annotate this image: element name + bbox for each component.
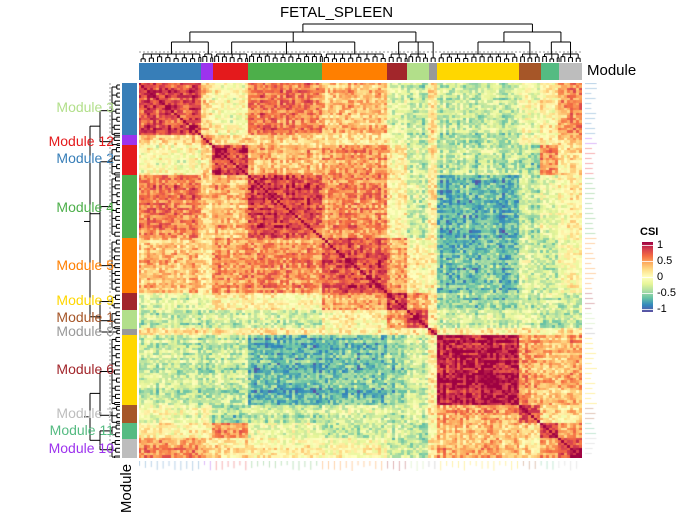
row-annotation-module-12 (122, 135, 137, 146)
row-gene-labels (585, 83, 597, 458)
legend-tick-0.5: 0.5 (657, 255, 673, 267)
legend-tick-neg1: -1 (657, 303, 667, 315)
row-annotation-title: Module (118, 463, 136, 514)
column-annotation-module-9 (387, 63, 408, 80)
row-annotation-module-9 (122, 293, 137, 310)
module-label: Module 7 (56, 405, 114, 421)
row-annotation-module-3 (122, 83, 137, 136)
column-annotation-module-11 (540, 63, 560, 80)
column-annotation-module-7 (518, 63, 541, 80)
module-label: Module 1 (56, 309, 114, 325)
module-label: Module 10 (48, 440, 114, 456)
legend-tick-0: 0 (657, 271, 664, 283)
csi-legend: CSI 1 0.5 0 -0.5 -1 (640, 226, 676, 315)
module-label: Module 12 (48, 133, 114, 149)
row-annotation-module-1 (122, 309, 137, 329)
row-annotation-module-5 (122, 238, 137, 294)
column-annotation-module-10 (559, 63, 582, 80)
legend-tick-1: 1 (657, 239, 664, 251)
module-label: Module 5 (56, 257, 114, 273)
module-label: Module 2 (56, 150, 114, 166)
row-dendrogram (84, 83, 120, 458)
row-annotation-module-7 (122, 404, 137, 424)
row-annotation-module-6 (122, 335, 137, 405)
module-label: Module 9 (56, 292, 114, 308)
csi-heatmap (139, 83, 582, 458)
column-gene-labels (139, 461, 582, 471)
module-label: Module 8 (56, 323, 114, 339)
module-label: Module 11 (49, 422, 114, 438)
row-annotation-module-11 (122, 423, 137, 439)
column-annotation-title: Module (587, 62, 637, 79)
module-label: Module 4 (56, 199, 114, 215)
row-annotation-module-2 (122, 145, 137, 175)
column-annotation-module-8 (429, 63, 438, 80)
column-annotation-module-5 (322, 63, 388, 80)
column-annotation-module-4 (247, 63, 323, 80)
column-annotation-module-1 (407, 63, 430, 80)
chart-title: FETAL_SPLEEN (280, 4, 394, 21)
legend-title: CSI (640, 226, 659, 238)
column-annotation-module-12 (200, 63, 213, 80)
row-annotation-title-text: Module (118, 463, 136, 514)
module-label: Module 6 (56, 361, 114, 377)
column-annotation-module-3 (139, 63, 201, 80)
row-annotation-module-4 (122, 174, 137, 239)
module-label: Module 3 (56, 99, 114, 115)
column-dendrogram (139, 23, 582, 62)
column-annotation-module-2 (212, 63, 248, 80)
row-annotation-module-8 (122, 328, 137, 336)
column-annotation-module-6 (437, 63, 519, 80)
row-annotation-module-10 (122, 438, 137, 458)
legend-tick-neg0.5: -0.5 (657, 287, 676, 299)
